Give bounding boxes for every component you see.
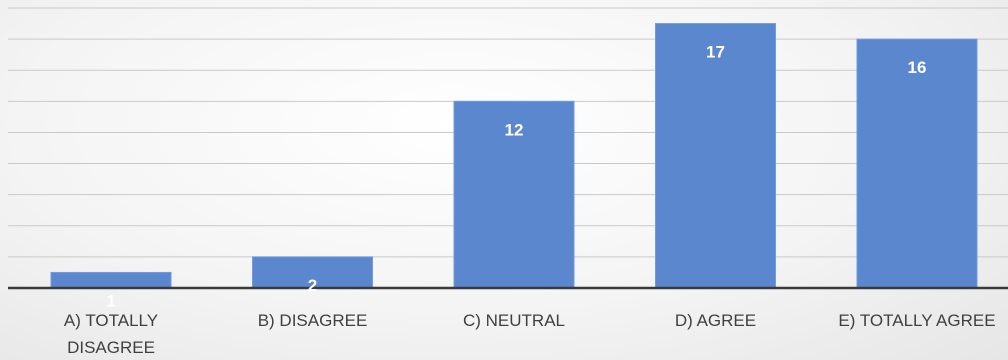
bars (50, 23, 978, 289)
x-tick-label-line: D) AGREE (675, 311, 756, 330)
x-tick-labels: A) TOTALLY DISAGREE B) DISAGREE C) NEUTRAL D… (64, 311, 996, 357)
x-tick-label: C) NEUTRAL (463, 311, 565, 330)
x-tick-label: B) DISAGREE (258, 311, 368, 330)
x-tick-label-line: E) TOTALLY AGREE (838, 311, 995, 330)
bar (252, 256, 373, 289)
data-label: 17 (706, 43, 725, 62)
x-tick-label: A) TOTALLY DISAGREE (64, 311, 158, 357)
data-label: 1 (106, 291, 115, 310)
x-tick-label-line: B) DISAGREE (258, 311, 368, 330)
x-tick-label-line: C) NEUTRAL (463, 311, 565, 330)
data-label: 16 (908, 58, 927, 77)
x-tick-label: D) AGREE (675, 311, 756, 330)
bar (50, 271, 172, 289)
data-label: 12 (505, 120, 524, 139)
x-tick-label-line: A) TOTALLY (64, 311, 158, 330)
bar (655, 23, 776, 289)
x-tick-label: E) TOTALLY AGREE (838, 311, 995, 330)
data-label: 2 (308, 276, 317, 295)
x-tick-label-line: DISAGREE (67, 338, 155, 357)
